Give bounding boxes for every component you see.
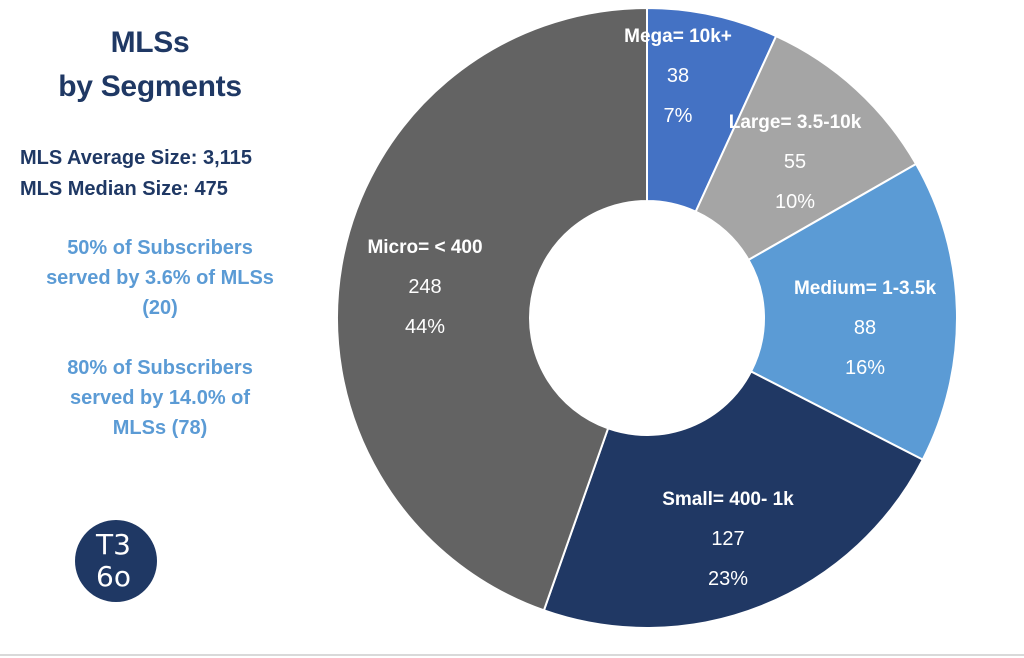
slice-value: 127: [711, 528, 744, 550]
slice-value: 248: [408, 276, 441, 298]
donut-slice: [336, 6, 648, 612]
page-title-line2: by Segments: [58, 70, 242, 103]
slice-percent: 16%: [845, 357, 885, 379]
note-50-line1: 50% of Subscribers: [67, 237, 253, 259]
slice-percent: 7%: [664, 105, 693, 127]
average-size-stat: MLS Average Size: 3,115: [20, 147, 252, 169]
note-80-line3: MLSs (78): [112, 417, 208, 439]
note-80-line1: 80% of Subscribers: [67, 357, 253, 379]
slice-value: 55: [784, 151, 806, 173]
slice-label: Small= 400- 1k: [662, 489, 794, 510]
slice-label: Mega= 10k+: [624, 26, 732, 47]
bottom-divider: [0, 654, 1024, 656]
slice-value: 38: [667, 65, 689, 87]
donut-labels: Mega= 10k+ 38 7% Large= 3.5-10k 55 10% Medium=…: [367, 26, 936, 590]
donut-slice: [694, 34, 918, 262]
t360-logo: T3 6o: [75, 520, 157, 602]
logo-text-bottom: 6o: [96, 560, 131, 593]
slice-percent: 23%: [708, 568, 748, 590]
slice-label: Medium= 1-3.5k: [794, 278, 936, 299]
note-50-line2: served by 3.6% of MLSs: [46, 267, 274, 289]
left-panel: MLSs by Segments MLS Average Size: 3,115…: [0, 0, 300, 658]
slice-value: 88: [854, 317, 876, 339]
donut-slice: [747, 162, 958, 462]
median-size-stat: MLS Median Size: 475: [20, 178, 228, 200]
note-50-line3: (20): [142, 297, 178, 319]
donut-slice: [542, 370, 925, 629]
slice-percent: 44%: [405, 316, 445, 338]
slice-label: Micro= < 400: [367, 237, 482, 258]
donut-slices: [336, 6, 958, 629]
note-80-line2: served by 14.0% of: [69, 387, 251, 409]
logo-text-top: T3: [96, 528, 131, 561]
page-title-line1: MLSs: [110, 26, 190, 59]
slice-label: Large= 3.5-10k: [729, 112, 862, 133]
slice-percent: 10%: [775, 191, 815, 213]
